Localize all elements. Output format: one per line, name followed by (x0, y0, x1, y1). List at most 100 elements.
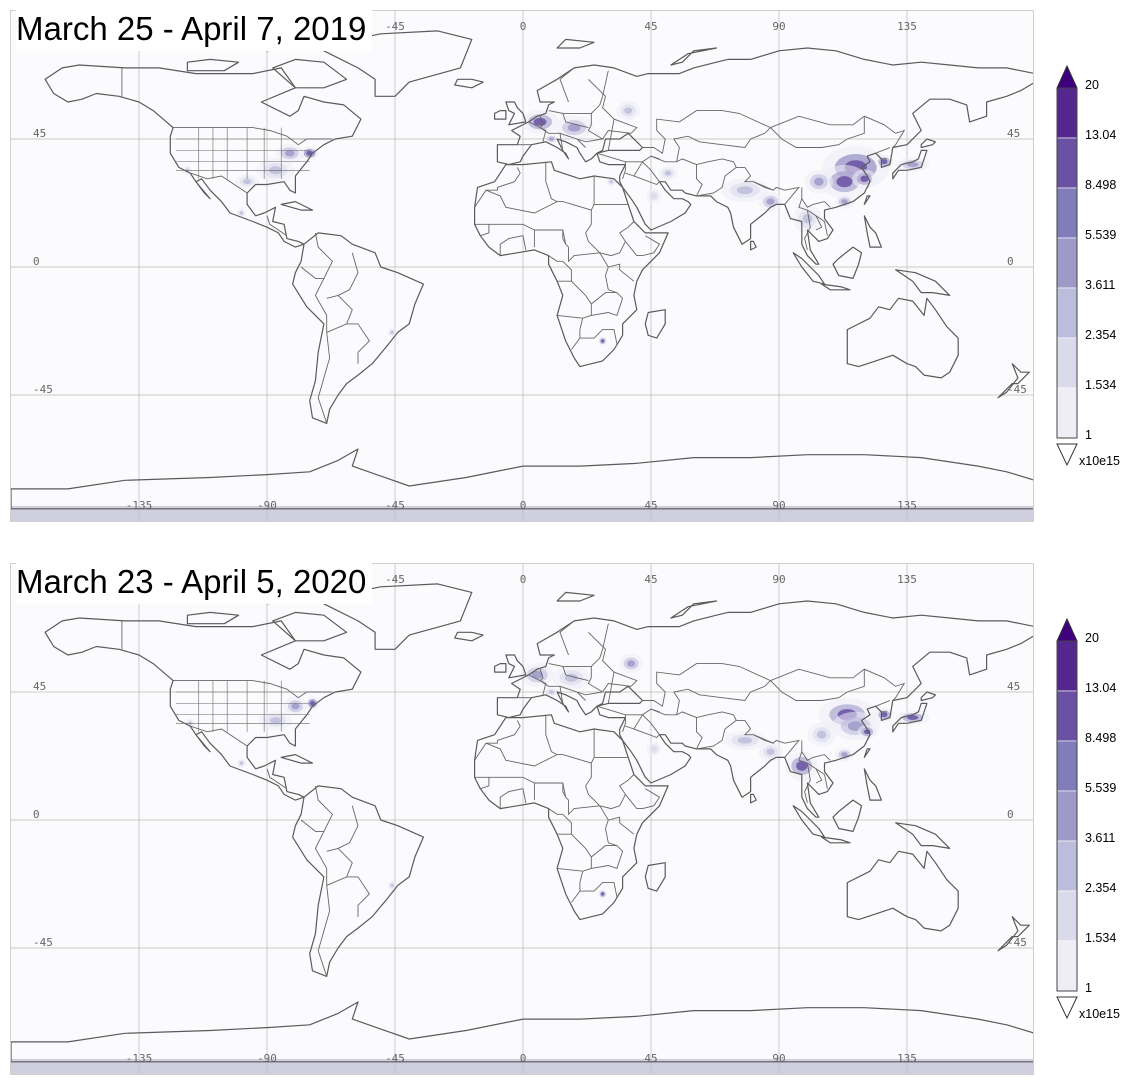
colorbar-bin (1056, 237, 1078, 289)
country-border (770, 115, 906, 148)
country-border (650, 708, 703, 750)
country-border (590, 96, 604, 114)
country-border (539, 680, 564, 704)
country-border (488, 776, 535, 801)
country-border (548, 255, 572, 282)
coastline-baffin (272, 611, 348, 642)
hotspot-core (601, 892, 605, 896)
country-border (474, 187, 498, 208)
longitude-label: 135 (897, 499, 917, 512)
country-border (326, 848, 353, 886)
longitude-label: 90 (772, 499, 785, 512)
country-border (736, 166, 801, 205)
map-canvas: -45 0 45 90 135 -135 -90 -45 0 45 90 135 45 45 0 0 -45 -4… (11, 564, 1033, 1074)
polar-no-data-band (11, 505, 1033, 521)
country-borders (121, 620, 906, 977)
country-border (602, 70, 609, 97)
coastline-taiwan (863, 748, 871, 758)
latitude-label: 0 (1007, 255, 1014, 268)
longitude-label: -45 (385, 20, 405, 33)
country-border (534, 229, 569, 248)
coastline-iceland (454, 78, 484, 89)
country-border (596, 705, 660, 716)
colorbar-bin (1056, 740, 1078, 792)
colorbar-bin (1056, 187, 1078, 239)
latitude-label: -45 (1007, 936, 1027, 949)
colorbar (1056, 64, 1078, 467)
colorbar-tick: 3.611 (1085, 831, 1116, 845)
hotspot-core (841, 752, 848, 757)
coastlines (11, 30, 1033, 510)
coastline-australia (846, 850, 959, 932)
country-border (539, 116, 544, 128)
country-border (625, 714, 643, 730)
latitude-label: 0 (33, 255, 40, 268)
state-borders (175, 680, 310, 732)
graticule (11, 11, 1033, 521)
coastline-cuba (280, 201, 314, 211)
longitude-label: 45 (644, 573, 657, 586)
colorbar-bin (1056, 337, 1078, 389)
hotspot-core (651, 746, 657, 752)
country-border (608, 816, 635, 835)
country-border (571, 337, 581, 350)
country-border (625, 161, 643, 177)
longitude-label: -90 (257, 1052, 277, 1065)
country-border (585, 210, 635, 257)
country-border (488, 223, 535, 248)
hotspot-core (627, 660, 636, 667)
country-border (625, 788, 661, 810)
longitude-label: 45 (644, 499, 657, 512)
hotspot-core (269, 717, 282, 724)
country-border (622, 161, 626, 179)
country-border (474, 223, 490, 237)
coastline-new-zealand (997, 363, 1030, 399)
country-border (568, 247, 600, 263)
hotspot-core (816, 730, 827, 739)
country-border (557, 729, 595, 764)
colorbar-bin (1056, 790, 1078, 842)
country-border (607, 119, 615, 151)
coastline-japan (892, 702, 928, 733)
country-border (545, 161, 558, 203)
coastline-north-america (44, 64, 362, 248)
map-canvas: -45 0 45 90 135 -135 -90 -45 0 45 90 135 45 45 0 0 -45 -4… (11, 11, 1033, 521)
colorbar-over-triangle (1056, 64, 1078, 89)
country-border (300, 785, 333, 832)
colorbar-bin (1056, 287, 1078, 339)
coastline-novaya-zemlya (670, 47, 718, 66)
latitude-label: 45 (33, 680, 46, 693)
country-border (633, 175, 660, 186)
coastline-eurasia (496, 600, 1033, 818)
country-border (801, 187, 831, 208)
country-border (801, 740, 831, 761)
coastline-java (821, 283, 851, 291)
coastline-south-america (292, 232, 424, 424)
hotspot-core (737, 737, 753, 744)
hotspot-core (814, 177, 824, 186)
country-border (562, 230, 567, 245)
country-border (875, 700, 891, 707)
longitude-label: -45 (385, 1052, 405, 1065)
hotspot-core (766, 198, 775, 205)
colorbar-tick: 8.498 (1085, 178, 1117, 192)
country-border (545, 714, 558, 756)
coastline-japan (892, 149, 928, 180)
longitude-label: -135 (126, 499, 153, 512)
country-border (548, 110, 589, 129)
longitude-label: 135 (897, 1052, 917, 1065)
country-border (474, 776, 490, 790)
coastline-cuba (280, 754, 314, 764)
coastline-taiwan (863, 195, 871, 205)
longitude-label: -45 (385, 499, 405, 512)
country-border (346, 323, 370, 364)
country-border (548, 663, 589, 682)
longitude-label: 90 (772, 20, 785, 33)
country-border (557, 280, 592, 319)
coastline-madagascar (644, 862, 666, 892)
colorbar-bin (1056, 387, 1078, 439)
country-border (173, 127, 333, 146)
country-border (753, 181, 774, 191)
longitude-label: 45 (644, 1052, 657, 1065)
latitude-label: 0 (33, 808, 40, 821)
